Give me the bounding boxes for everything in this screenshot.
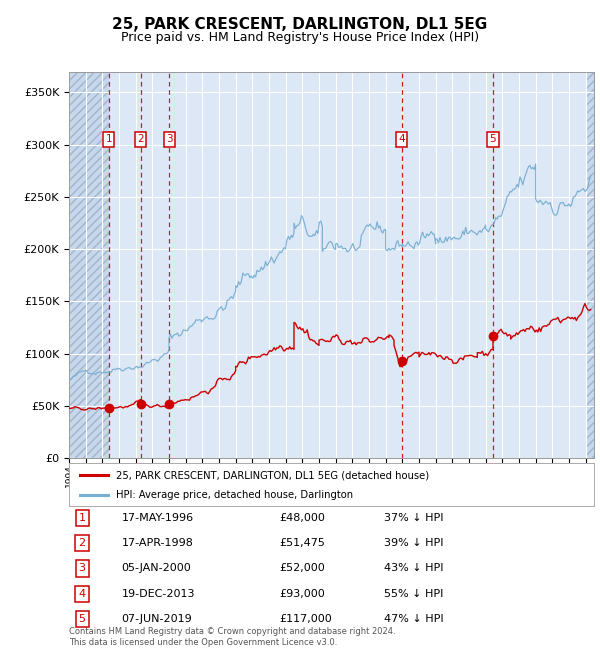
Text: 2: 2 <box>137 135 144 144</box>
Text: HPI: Average price, detached house, Darlington: HPI: Average price, detached house, Darl… <box>116 490 353 500</box>
Text: 3: 3 <box>79 564 86 573</box>
Text: Price paid vs. HM Land Registry's House Price Index (HPI): Price paid vs. HM Land Registry's House … <box>121 31 479 44</box>
Text: 37% ↓ HPI: 37% ↓ HPI <box>384 513 443 523</box>
Text: 5: 5 <box>79 614 86 624</box>
Text: 3: 3 <box>166 135 172 144</box>
Text: 39% ↓ HPI: 39% ↓ HPI <box>384 538 443 548</box>
Text: 25, PARK CRESCENT, DARLINGTON, DL1 5EG (detached house): 25, PARK CRESCENT, DARLINGTON, DL1 5EG (… <box>116 471 430 480</box>
Text: 47% ↓ HPI: 47% ↓ HPI <box>384 614 443 624</box>
Text: 19-DEC-2013: 19-DEC-2013 <box>121 589 195 599</box>
Text: 55% ↓ HPI: 55% ↓ HPI <box>384 589 443 599</box>
Text: 05-JAN-2000: 05-JAN-2000 <box>121 564 191 573</box>
Text: 17-APR-1998: 17-APR-1998 <box>121 538 193 548</box>
Text: 1: 1 <box>79 513 86 523</box>
Text: 1: 1 <box>106 135 112 144</box>
Text: 25, PARK CRESCENT, DARLINGTON, DL1 5EG: 25, PARK CRESCENT, DARLINGTON, DL1 5EG <box>112 17 488 32</box>
Text: 4: 4 <box>79 589 86 599</box>
Text: 4: 4 <box>398 135 405 144</box>
Text: 17-MAY-1996: 17-MAY-1996 <box>121 513 194 523</box>
Text: 2: 2 <box>79 538 86 548</box>
Text: 5: 5 <box>490 135 496 144</box>
Text: 07-JUN-2019: 07-JUN-2019 <box>121 614 192 624</box>
Text: £52,000: £52,000 <box>279 564 325 573</box>
Text: £93,000: £93,000 <box>279 589 325 599</box>
Text: £117,000: £117,000 <box>279 614 332 624</box>
Text: £48,000: £48,000 <box>279 513 325 523</box>
Text: £51,475: £51,475 <box>279 538 325 548</box>
Text: Contains HM Land Registry data © Crown copyright and database right 2024.
This d: Contains HM Land Registry data © Crown c… <box>69 627 395 647</box>
Text: 43% ↓ HPI: 43% ↓ HPI <box>384 564 443 573</box>
